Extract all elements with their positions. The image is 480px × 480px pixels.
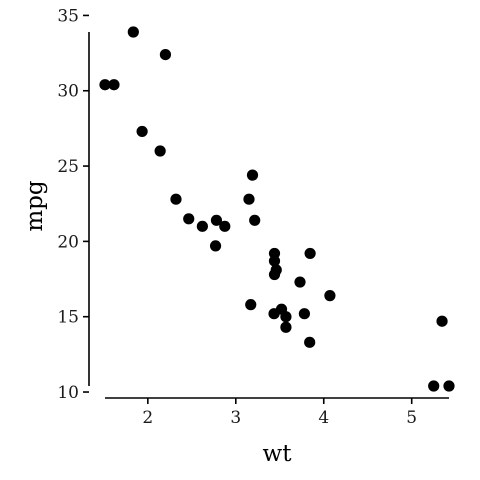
y-tick-label: 30 bbox=[57, 82, 79, 102]
x-tick-label: 4 bbox=[318, 408, 329, 428]
data-point bbox=[280, 321, 292, 333]
data-point bbox=[268, 308, 280, 320]
data-point bbox=[245, 299, 257, 311]
data-point bbox=[304, 336, 316, 348]
data-point bbox=[304, 247, 316, 260]
y-tick-label: 10 bbox=[57, 383, 79, 403]
data-point bbox=[99, 79, 111, 91]
data-point bbox=[243, 193, 255, 205]
x-tick-label: 3 bbox=[230, 408, 241, 428]
data-point bbox=[209, 240, 222, 252]
data-point bbox=[246, 169, 259, 181]
data-point bbox=[428, 380, 440, 392]
data-point bbox=[210, 214, 223, 226]
data-point bbox=[443, 380, 455, 392]
y-axis-ticks: 10 15 20 25 30 35 bbox=[57, 6, 89, 403]
data-point bbox=[170, 193, 182, 205]
data-point bbox=[183, 213, 195, 225]
data-point bbox=[280, 311, 292, 323]
y-axis-title: mpg bbox=[22, 180, 48, 232]
data-point bbox=[324, 290, 336, 302]
y-tick-label: 25 bbox=[57, 157, 79, 177]
data-point bbox=[219, 220, 231, 232]
data-point bbox=[154, 145, 166, 157]
data-point bbox=[249, 214, 261, 226]
y-tick-label: 20 bbox=[57, 232, 79, 252]
data-point bbox=[127, 26, 139, 38]
data-point bbox=[108, 79, 120, 91]
x-axis-title: wt bbox=[263, 441, 293, 467]
data-point bbox=[294, 276, 306, 288]
data-point bbox=[268, 268, 281, 281]
x-tick-label: 2 bbox=[142, 408, 153, 428]
data-point bbox=[436, 315, 448, 327]
data-point bbox=[298, 308, 310, 320]
x-axis-ticks: 2 3 4 5 bbox=[142, 398, 417, 428]
data-point bbox=[136, 125, 148, 138]
data-point bbox=[196, 220, 208, 232]
x-tick-label: 5 bbox=[406, 408, 417, 428]
points-layer bbox=[99, 26, 455, 392]
data-point bbox=[268, 247, 281, 260]
y-tick-label: 35 bbox=[57, 6, 79, 26]
y-tick-label: 15 bbox=[57, 308, 79, 328]
data-point bbox=[159, 48, 172, 61]
